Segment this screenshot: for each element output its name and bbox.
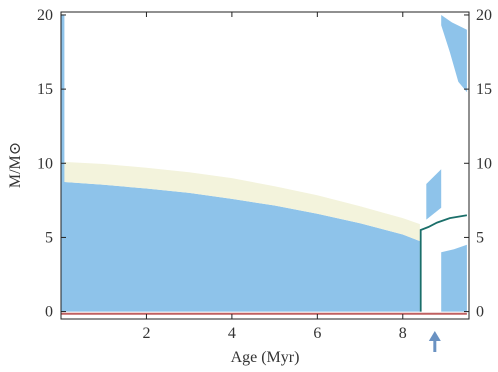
region-shell-convective-region — [441, 244, 467, 312]
y-tick-label-left: 15 — [37, 81, 53, 98]
y-tick-label-right: 15 — [476, 81, 492, 98]
x-tick-label: 2 — [142, 325, 150, 342]
region-outer-convective-envelope — [441, 15, 467, 93]
y-axis-ticks-right: 0 5 10 15 20 — [464, 7, 492, 321]
y-tick-label-left: 0 — [45, 304, 53, 321]
y-tick-label-left: 20 — [37, 7, 53, 24]
x-tick-label: 6 — [313, 325, 321, 342]
y-tick-label-left: 5 — [45, 229, 53, 246]
chart-lines — [61, 214, 468, 315]
region-overshoot-zone — [61, 161, 420, 242]
y-tick-label-left: 10 — [37, 155, 53, 172]
boundary-line — [419, 214, 468, 312]
y-tick-label-right: 20 — [476, 7, 492, 24]
arrow-marker — [428, 331, 441, 352]
x-axis-label: Age (Myr) — [231, 349, 300, 366]
chart-regions — [61, 15, 467, 312]
y-tick-label-right: 0 — [476, 304, 484, 321]
x-axis-ticks: 2 4 6 8 — [142, 12, 407, 342]
region-convective-core — [61, 181, 420, 312]
y-tick-label-right: 5 — [476, 229, 484, 246]
y-axis-ticks-left: 0 5 10 15 20 — [37, 7, 66, 321]
x-tick-label: 4 — [228, 325, 236, 342]
arrow-head — [428, 331, 441, 341]
plot-frame — [60, 11, 470, 320]
region-intermediate-convective-zone — [426, 169, 442, 220]
y-tick-label-right: 10 — [476, 155, 492, 172]
y-axis-label: M/M⊙ — [7, 142, 24, 188]
x-tick-label: 8 — [399, 325, 407, 342]
